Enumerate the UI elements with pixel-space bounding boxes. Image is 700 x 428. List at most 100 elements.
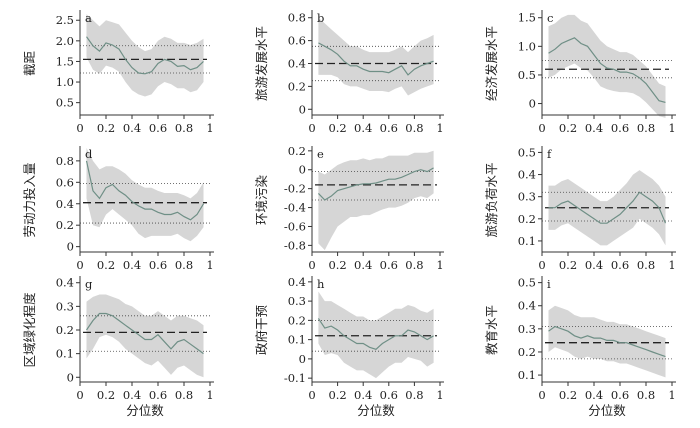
x-tick-label: 0.8	[175, 388, 193, 402]
panel-c: 0 0.5 1.0 1.5 0 0.2 0.4 0.6 0.8 1 c 经济发展水平	[484, 10, 676, 135]
x-tick-label: 0.4	[354, 121, 372, 135]
x-tick-label: 0.8	[637, 121, 655, 135]
x-tick-label: 0.2	[97, 258, 115, 272]
confidence-band	[86, 14, 204, 97]
y-tick-label: 0.4	[288, 275, 306, 289]
x-tick-label: 0.4	[585, 388, 603, 402]
x-tick-label: 0.8	[637, 388, 655, 402]
x-tick-label: 0.2	[97, 388, 115, 402]
y-tick-label: 0.6	[288, 34, 306, 48]
x-tick-label: 0	[76, 258, 83, 272]
y-tick-label: 0	[67, 240, 74, 254]
x-tick-label: 1	[668, 388, 675, 402]
x-tick-label: 0.6	[380, 388, 398, 402]
x-tick-label: 0.6	[380, 258, 398, 272]
panel-letter: e	[317, 147, 324, 161]
confidence-band	[548, 305, 666, 378]
y-tick-label: 0.2	[288, 144, 306, 158]
y-axis-title: 旅游负荷水平	[484, 162, 499, 237]
y-tick-label: -0.1	[284, 371, 306, 385]
y-axis-title: 教育水平	[484, 305, 499, 355]
panel-letter: d	[85, 147, 93, 161]
y-tick-label: -0.6	[284, 219, 306, 233]
y-tick-label: -0.2	[284, 182, 306, 196]
confidence-band	[318, 291, 434, 379]
y-axis-title: 区域绿化程度	[22, 292, 37, 368]
panel-letter: i	[547, 277, 551, 291]
x-tick-label: 0.2	[559, 121, 577, 135]
x-tick-label: 0	[538, 388, 545, 402]
x-tick-label: 0.2	[559, 258, 577, 272]
x-tick-label: 0.8	[405, 258, 423, 272]
quantile-estimate-line	[318, 42, 434, 76]
x-tick-label: 0	[308, 121, 315, 135]
x-tick-label: 0.2	[559, 388, 577, 402]
y-tick-label: 0.4	[56, 276, 74, 290]
y-tick-label: 2.5	[56, 13, 74, 27]
x-tick-label: 0	[538, 258, 545, 272]
y-tick-label: 0.2	[518, 345, 536, 359]
x-tick-label: 1	[206, 388, 213, 402]
x-tick-label: 0	[76, 388, 83, 402]
y-tick-label: 0.4	[518, 299, 536, 313]
panel-letter: c	[547, 11, 553, 25]
y-tick-label: 0.3	[288, 294, 306, 308]
x-tick-label: 0.2	[97, 121, 115, 135]
x-tick-label: 0.2	[328, 258, 346, 272]
panel-letter: a	[85, 11, 92, 25]
x-tick-label: 0.8	[405, 121, 423, 135]
x-tick-label: 0.6	[149, 258, 167, 272]
y-tick-label: 0.2	[288, 313, 306, 327]
x-tick-label: 0.6	[149, 121, 167, 135]
y-tick-label: 0	[299, 102, 306, 116]
x-tick-label: 1	[436, 121, 443, 135]
y-tick-label: -0.8	[284, 238, 306, 252]
x-tick-label: 1	[206, 258, 213, 272]
y-tick-label: 0.3	[518, 322, 536, 336]
x-tick-label: 0.8	[175, 258, 193, 272]
x-tick-label: 0.4	[123, 121, 141, 135]
panel-e: -0.8 -0.6 -0.4 -0.2 0 0.2 0 0.2 0.4 0.6 0.8 1 e 环境污染	[254, 144, 444, 272]
x-tick-label: 1	[668, 121, 675, 135]
y-tick-label: 1.5	[56, 54, 74, 68]
quantile-estimate-line	[548, 325, 666, 358]
y-tick-label: 0.5	[518, 68, 536, 82]
y-tick-label: 0.4	[288, 57, 306, 71]
y-tick-label: 0.2	[56, 323, 74, 337]
y-tick-label: 0.2	[288, 79, 306, 93]
y-tick-label: -0.4	[284, 201, 306, 215]
y-tick-label: 0	[529, 97, 536, 111]
x-tick-label: 0.4	[123, 258, 141, 272]
y-tick-label: 0	[67, 370, 74, 384]
quantile-estimate-line	[86, 312, 204, 355]
x-axis-title: 分位数	[588, 403, 626, 418]
y-tick-label: 0.2	[518, 212, 536, 226]
x-tick-label: 0.8	[405, 388, 423, 402]
y-tick-label: 0	[299, 352, 306, 366]
x-tick-label: 0	[538, 121, 545, 135]
y-tick-label: 0.4	[56, 197, 74, 211]
quantile-estimate-line	[317, 167, 434, 201]
confidence-band	[86, 148, 204, 242]
quantile-estimate-line	[85, 160, 205, 221]
y-tick-label: 0.5	[518, 145, 536, 159]
y-tick-label: 0.1	[518, 234, 536, 248]
y-tick-label: 0.3	[518, 190, 536, 204]
x-tick-label: 0	[308, 258, 315, 272]
x-tick-label: 0.6	[380, 121, 398, 135]
x-tick-label: 0.6	[611, 388, 629, 402]
x-tick-label: 0	[308, 388, 315, 402]
quantile-estimate-line	[86, 36, 204, 75]
y-tick-label: 0.8	[288, 11, 306, 25]
x-tick-label: 0.2	[328, 388, 346, 402]
y-tick-label: 0.8	[56, 154, 74, 168]
x-tick-label: 0.4	[123, 388, 141, 402]
x-tick-label: 0.8	[175, 121, 193, 135]
x-axis-title: 分位数	[126, 403, 164, 418]
y-axis-title: 旅游发展水平	[254, 26, 269, 101]
x-tick-label: 0.6	[149, 388, 167, 402]
y-tick-label: 1.0	[518, 39, 536, 53]
